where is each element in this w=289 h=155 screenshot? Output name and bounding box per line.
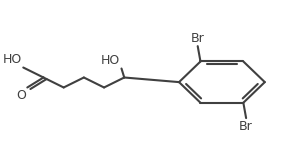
Text: Br: Br (191, 32, 205, 45)
Text: Br: Br (239, 120, 253, 133)
Text: HO: HO (101, 54, 120, 67)
Text: HO: HO (3, 53, 22, 66)
Text: O: O (16, 89, 26, 102)
